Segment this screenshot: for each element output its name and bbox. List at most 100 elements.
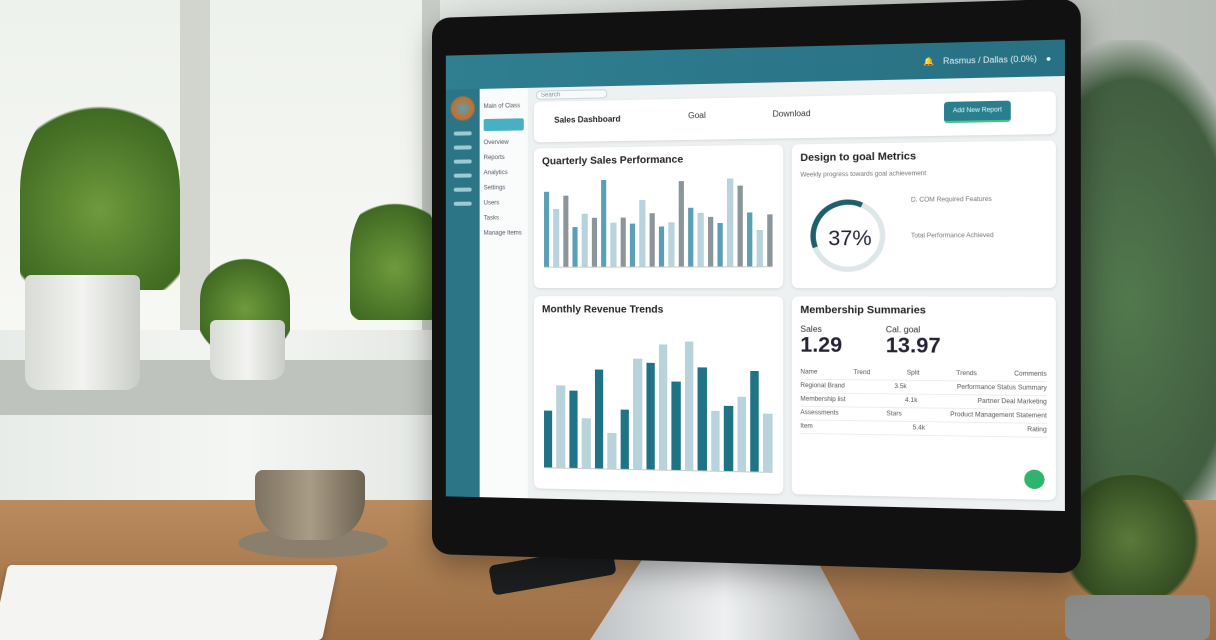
chart1-bar: [553, 209, 558, 266]
chart1-bar: [544, 192, 549, 267]
dashboard-screen: 🔔 Rasmus / Dallas (0.0%) ● Main of Class…: [446, 40, 1065, 512]
gauge-note: Total Performance Achieved: [911, 233, 1000, 240]
search-input[interactable]: [536, 89, 607, 100]
chart2-bar: [607, 433, 616, 469]
table-cell: Rating: [1027, 427, 1047, 434]
metric-label: Cal. goal: [886, 325, 941, 335]
chart2-bar: [672, 381, 681, 470]
nav-item[interactable]: Users: [484, 200, 524, 206]
chart1-bar: [708, 217, 714, 266]
chart2-bar: [659, 344, 668, 470]
chart2-bar: [557, 386, 566, 468]
chart2-bar: [620, 409, 629, 469]
nav-item[interactable]: Tasks: [484, 215, 524, 221]
table-cell: 4.1k: [905, 398, 917, 404]
chart1-bar: [688, 208, 694, 266]
table-cell: Partner Deal Marketing: [978, 399, 1047, 406]
table-cell: Assessments: [800, 410, 838, 417]
metrics-title: Membership Summaries: [800, 305, 1046, 317]
col-header: Name: [800, 369, 817, 375]
summary-title: Sales Dashboard: [554, 114, 620, 124]
goal-card[interactable]: Goal: [688, 111, 706, 121]
small-pot: [1065, 595, 1210, 640]
col-header: Trend: [854, 370, 871, 376]
chart1-bar: [572, 227, 577, 267]
nav-icon[interactable]: [454, 202, 472, 206]
chart1-bar: [747, 212, 753, 266]
table-cell: Regional Brand: [800, 383, 845, 390]
chart1-bar: [717, 223, 723, 266]
chart2-bar: [724, 406, 733, 471]
nav-icon[interactable]: [454, 173, 472, 177]
user-avatar-icon[interactable]: ●: [1046, 53, 1051, 63]
nav-item[interactable]: Analytics: [484, 170, 524, 177]
plant-pot: [25, 275, 140, 390]
table-cell: Performance Status Summary: [957, 385, 1047, 392]
plant-pot: [210, 320, 285, 380]
chart1-bar: [649, 213, 655, 267]
table-cell: Stars: [886, 411, 901, 418]
nav-icon[interactable]: [454, 145, 472, 149]
chart2-plot: [544, 327, 773, 473]
top-bar: 🔔 Rasmus / Dallas (0.0%) ●: [446, 40, 1065, 90]
plant: [350, 190, 440, 320]
chat-button[interactable]: [1024, 470, 1044, 490]
chart2-bar: [633, 358, 642, 469]
add-report-button[interactable]: Add New Report: [944, 101, 1011, 123]
nav-icon[interactable]: [454, 188, 472, 192]
table-row[interactable]: Item 5.4k Rating: [800, 420, 1046, 438]
chart2-bar: [569, 390, 578, 468]
col-header: Trends: [956, 371, 976, 378]
nav-item[interactable]: Reports: [484, 155, 524, 162]
metric-value: 13.97: [886, 334, 941, 359]
chart2-bar: [763, 414, 772, 472]
plant: [20, 90, 180, 290]
chart1-bar: [669, 222, 675, 267]
chart2-bar: [698, 367, 707, 470]
chart2-bar: [582, 419, 591, 469]
chart1-plot: [544, 176, 773, 268]
table-cell: Product Management Statement: [950, 412, 1047, 420]
chart1-bar: [582, 214, 587, 267]
metric-value: 1.29: [800, 334, 842, 358]
monitor: 🔔 Rasmus / Dallas (0.0%) ● Main of Class…: [432, 0, 1081, 574]
chart1-bar: [563, 196, 568, 267]
chart2-bar: [737, 396, 746, 471]
col-header: Split: [907, 370, 920, 376]
chart1-bar: [592, 218, 597, 267]
chart2-bar: [750, 371, 759, 472]
gauge-note: D. COM Required Features: [911, 197, 1000, 204]
table-cell: Item: [800, 424, 813, 430]
nav-icon[interactable]: [454, 159, 472, 163]
chart1-bar: [630, 224, 636, 267]
nav-item[interactable]: Overview: [484, 139, 524, 146]
chart1-bar: [767, 214, 773, 266]
chart2-card: Monthly Revenue Trends: [534, 296, 783, 494]
coffee-cup: [255, 470, 365, 540]
table-cell: 5.4k: [913, 425, 925, 432]
chart2-bar: [646, 363, 655, 470]
user-text: Rasmus / Dallas (0.0%): [943, 54, 1037, 66]
nav-item[interactable]: Manage Items: [484, 230, 524, 236]
nav-item-active[interactable]: [484, 118, 524, 131]
gauge-card: Design to goal Metrics Weekly progress t…: [792, 140, 1056, 288]
bell-icon[interactable]: 🔔: [923, 56, 934, 66]
chart1-bar: [737, 185, 743, 266]
chart1-bar: [601, 180, 606, 267]
chart1-bar: [698, 213, 704, 267]
chart1-bar: [640, 200, 646, 267]
nav-item[interactable]: Settings: [484, 185, 524, 191]
gauge-value: 37%: [828, 227, 871, 251]
chart2-bar: [711, 410, 720, 470]
table-cell: Membership list: [800, 396, 845, 403]
chart2-bar: [544, 411, 553, 467]
chart1-bar: [727, 178, 733, 266]
chart1-bar: [659, 226, 665, 266]
chart1-bar: [678, 181, 684, 266]
summary-bar: Sales Dashboard Goal Download Add New Re…: [534, 91, 1056, 142]
chart1-title: Quarterly Sales Performance: [542, 153, 775, 168]
chart1-bar: [757, 230, 763, 266]
nav-icon[interactable]: [454, 131, 472, 135]
download-card[interactable]: Download: [773, 109, 811, 119]
gauge-title: Design to goal Metrics: [800, 149, 1046, 164]
